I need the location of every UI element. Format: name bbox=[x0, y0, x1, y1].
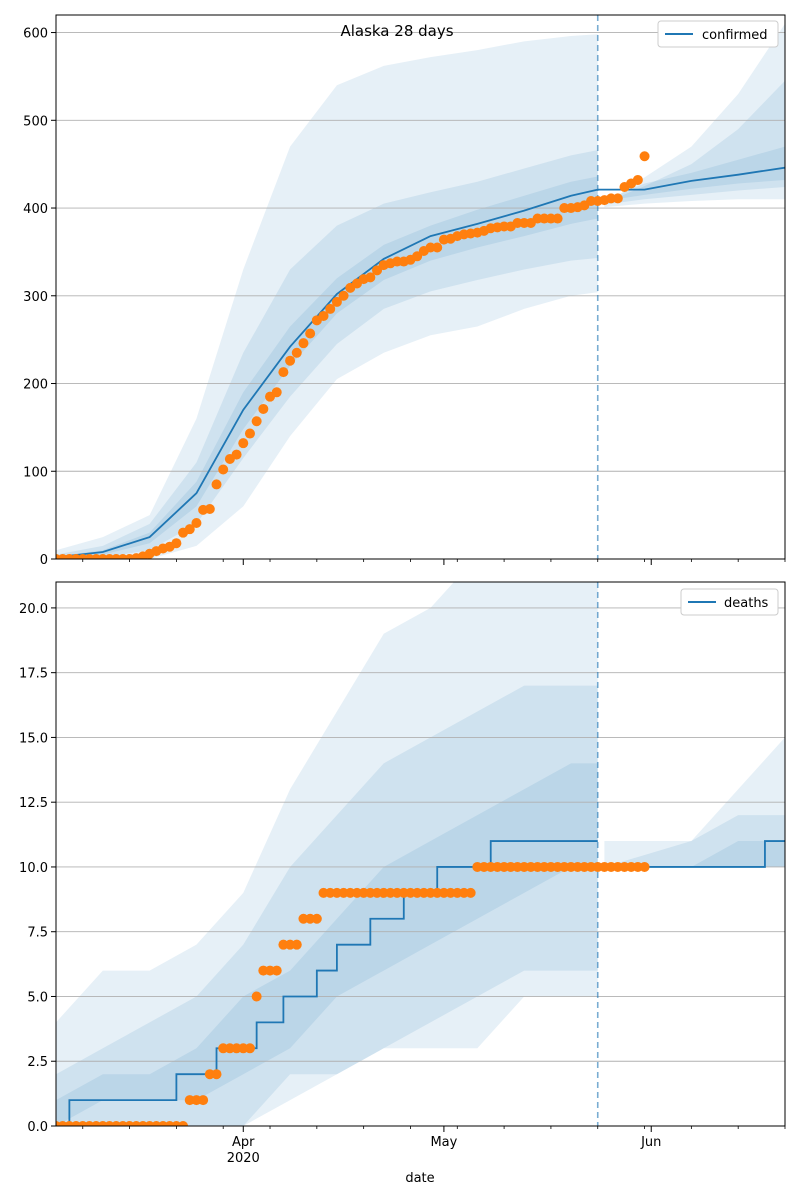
observed-point bbox=[231, 449, 242, 460]
x-tick-label: Apr bbox=[232, 1135, 255, 1150]
observed-point bbox=[372, 265, 383, 276]
band-outer bbox=[56, 582, 598, 1126]
band-middle bbox=[56, 150, 598, 559]
observed-point bbox=[171, 538, 182, 549]
observed-point bbox=[338, 290, 349, 301]
observed-point bbox=[251, 991, 262, 1002]
deaths-median-segment-projection bbox=[604, 840, 785, 868]
band-outer-projection bbox=[604, 23, 785, 208]
observed-point bbox=[191, 518, 202, 529]
y-tick-label: 500 bbox=[23, 114, 48, 129]
observed-point bbox=[211, 479, 222, 490]
y-tick-label: 20.0 bbox=[19, 602, 48, 617]
observed-point bbox=[271, 965, 282, 976]
x-tick-label: May bbox=[430, 1135, 457, 1150]
band-inner-projection bbox=[604, 146, 785, 202]
y-tick-label: 200 bbox=[23, 378, 48, 393]
observed-point bbox=[432, 242, 443, 253]
observed-point bbox=[278, 367, 289, 378]
band-inner-projection bbox=[604, 841, 785, 867]
observed-point bbox=[311, 913, 322, 924]
observed-point bbox=[325, 303, 336, 314]
legend-label-confirmed: confirmed bbox=[702, 28, 768, 43]
x-tick-sublabel: 2020 bbox=[227, 1151, 260, 1166]
y-tick-label: 100 bbox=[23, 465, 48, 480]
observed-point bbox=[552, 213, 563, 224]
observed-point bbox=[365, 272, 376, 283]
observed-point bbox=[178, 1121, 189, 1126]
y-tick-label: 2.5 bbox=[27, 1055, 48, 1070]
deaths-legend: deaths bbox=[680, 588, 779, 616]
observed-point bbox=[612, 193, 623, 204]
y-tick-label: 15.0 bbox=[19, 731, 48, 746]
y-tick-label: 17.5 bbox=[19, 667, 48, 682]
observed-point bbox=[305, 328, 316, 339]
confirmed-legend: confirmed bbox=[657, 20, 779, 48]
y-tick-label: 7.5 bbox=[27, 926, 48, 941]
plot-frame bbox=[55, 14, 786, 560]
confirmed-observed-points bbox=[56, 151, 650, 559]
deaths-observed-points bbox=[56, 861, 650, 1126]
observed-point bbox=[211, 1069, 222, 1080]
y-tick-label: 400 bbox=[23, 202, 48, 217]
observed-point bbox=[639, 861, 650, 872]
band-outer-projection bbox=[604, 737, 785, 867]
y-tick-label: 5.0 bbox=[27, 990, 48, 1005]
band-middle-projection bbox=[604, 815, 785, 867]
confirmed-median-line bbox=[56, 166, 785, 559]
observed-point bbox=[291, 939, 302, 950]
y-tick-label: 0.0 bbox=[27, 1120, 48, 1135]
plot-frame bbox=[55, 581, 786, 1127]
observed-point bbox=[465, 887, 476, 898]
confirmed-axes: 0 100 200 300 400 500 600 bbox=[23, 14, 786, 568]
band-outer bbox=[56, 34, 598, 559]
observed-point bbox=[244, 428, 255, 439]
legend-box bbox=[680, 588, 779, 616]
confirmed-panel: 0 100 200 300 400 500 600 Alaska 28 days confi… bbox=[23, 14, 786, 568]
observed-point bbox=[218, 464, 229, 475]
observed-point bbox=[204, 503, 215, 514]
observed-point bbox=[291, 347, 302, 358]
chart-title: Alaska 28 days bbox=[340, 22, 453, 40]
observed-point bbox=[238, 438, 249, 449]
band-inner bbox=[56, 763, 598, 1126]
observed-point bbox=[258, 403, 269, 414]
deaths-bands bbox=[56, 582, 785, 1126]
observed-point bbox=[184, 524, 195, 535]
y-tick-label: 300 bbox=[23, 290, 48, 305]
observed-point bbox=[285, 355, 296, 366]
y-tick-label: 12.5 bbox=[19, 796, 48, 811]
x-tick-label: Jun bbox=[640, 1135, 661, 1150]
legend-box bbox=[657, 20, 779, 48]
observed-point bbox=[331, 296, 342, 307]
observed-point bbox=[244, 1043, 255, 1054]
y-tick-label: 0 bbox=[40, 553, 48, 568]
observed-point bbox=[271, 387, 282, 398]
observed-point bbox=[318, 310, 329, 321]
observed-point bbox=[251, 416, 262, 427]
observed-point bbox=[412, 251, 423, 262]
x-axis-label: date bbox=[405, 1171, 434, 1186]
confirmed-bands bbox=[56, 23, 785, 559]
observed-point bbox=[198, 1095, 209, 1106]
band-middle bbox=[56, 685, 598, 1126]
y-tick-label: 10.0 bbox=[19, 861, 48, 876]
observed-point bbox=[632, 174, 643, 185]
legend-label-deaths: deaths bbox=[724, 596, 769, 611]
observed-point bbox=[639, 151, 650, 162]
y-tick-label: 600 bbox=[23, 27, 48, 42]
confirmed-median-segment bbox=[56, 166, 785, 559]
observed-point bbox=[298, 338, 309, 349]
